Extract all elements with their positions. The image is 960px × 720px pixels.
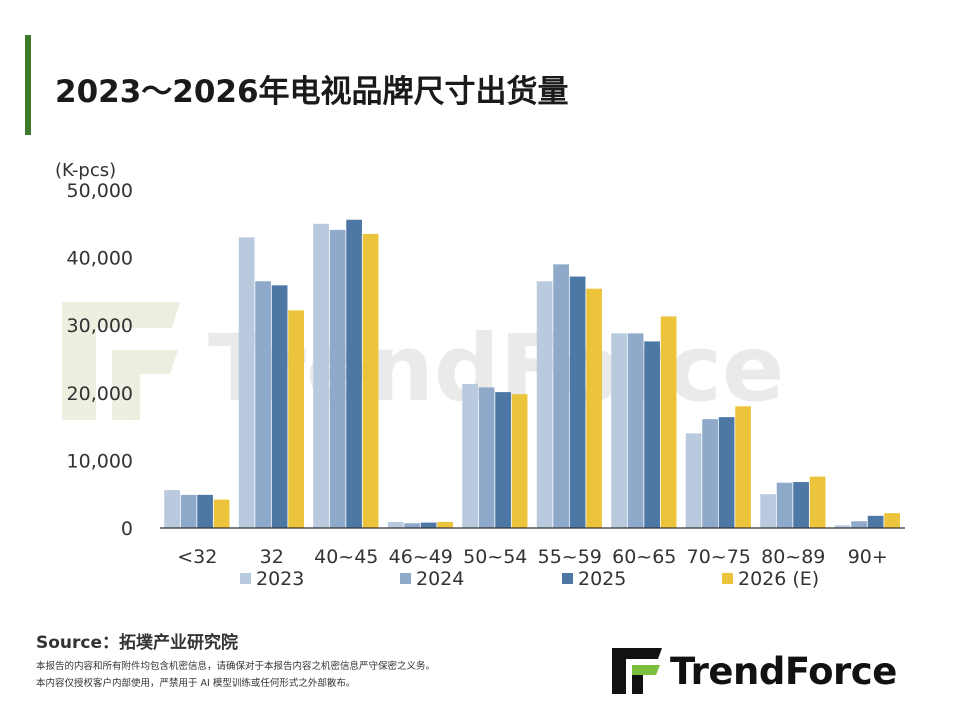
x-tick-label: 32 [260,546,284,568]
x-axis: <32 32 40~45 46~49 50~54 55~59 60~65 70~75 80~89… [160,527,905,568]
bar [685,433,702,528]
x-tick-label: 70~75 [687,546,751,568]
bar [420,522,437,528]
bar [884,513,900,528]
bar [238,237,255,528]
legend-label: 2023 [256,568,304,590]
bar [569,276,586,528]
legend-swatch [240,573,251,584]
bar [735,406,751,528]
bar [867,515,884,528]
bar [834,525,851,528]
bar [437,521,453,528]
bar [495,392,511,528]
bar [809,476,826,528]
bar [180,494,197,528]
disclaimer-line-2: 本内容仅授权客户内部使用，严禁用于 AI 模型训练或任何形式之外部散布。 [36,678,356,689]
bar [164,490,180,528]
legend: 2023 2024 2025 2026 (E) [240,568,819,590]
page-title: 2023～2026年电视品牌尺寸出货量 [55,74,569,110]
watermark-logo-icon [62,302,180,420]
bar [776,482,793,528]
title-accent-bar [25,35,31,135]
bar [255,281,271,528]
bar [404,523,420,528]
bar [346,219,362,528]
y-tick-label: 10,000 [67,450,133,472]
bar [644,341,660,528]
legend-label: 2024 [416,568,464,590]
bar [271,285,288,528]
legend-swatch [722,573,733,584]
x-tick-label: 80~89 [761,546,825,568]
y-tick-label: 50,000 [67,180,133,202]
bar [760,494,776,528]
bar [718,417,735,528]
disclaimer-line-1: 本报告的内容和所有附件均包含机密信息，请确保对于本报告内容之机密信息严守保密之义… [36,661,436,672]
bar [627,333,644,528]
x-tick-label: 50~54 [463,546,527,568]
bar-chart: TrendForce (K-pcs) 0 10,000 20,000 30,000 40,… [55,160,905,590]
bar [851,521,867,528]
x-tick-label: 40~45 [314,546,378,568]
y-tick-label: 20,000 [67,383,133,405]
bars [164,219,900,529]
bar [536,281,553,528]
y-tick-label: 30,000 [67,315,133,337]
legend-swatch [400,573,411,584]
bar [611,333,627,528]
x-tick-label: 46~49 [389,546,453,568]
brand-name: TrendForce [670,649,897,693]
x-tick-label: 60~65 [612,546,676,568]
trendforce-logo-icon [612,648,662,694]
bar [660,316,677,528]
x-tick-label: <32 [177,546,217,568]
bar [213,499,230,528]
bar [329,229,346,528]
x-tick-label: 55~59 [538,546,602,568]
bar [586,288,602,528]
y-tick-label: 40,000 [67,248,133,270]
source-note: Source：拓墣产业研究院 [36,633,239,653]
legend-swatch [562,573,573,584]
bar [702,419,718,528]
chart-container: TrendForce (K-pcs) 0 10,000 20,000 30,000 40,… [0,150,960,610]
bar [511,394,528,528]
bar [288,310,304,528]
brand-logo: TrendForce [612,645,932,697]
bar [793,482,809,528]
y-tick-label: 0 [121,518,133,540]
bar [362,233,379,528]
x-tick-label: 90+ [848,546,888,568]
watermark: TrendForce [62,302,784,422]
y-axis: (K-pcs) 0 10,000 20,000 30,000 40,000 50,000 [55,160,133,540]
legend-label: 2026 (E) [738,568,819,590]
bar [387,521,404,528]
bar [197,494,213,528]
legend-label: 2025 [578,568,626,590]
bar [553,264,569,528]
y-axis-unit-label: (K-pcs) [55,160,116,181]
bar [313,223,329,529]
bar [462,384,478,528]
bar [478,387,495,528]
